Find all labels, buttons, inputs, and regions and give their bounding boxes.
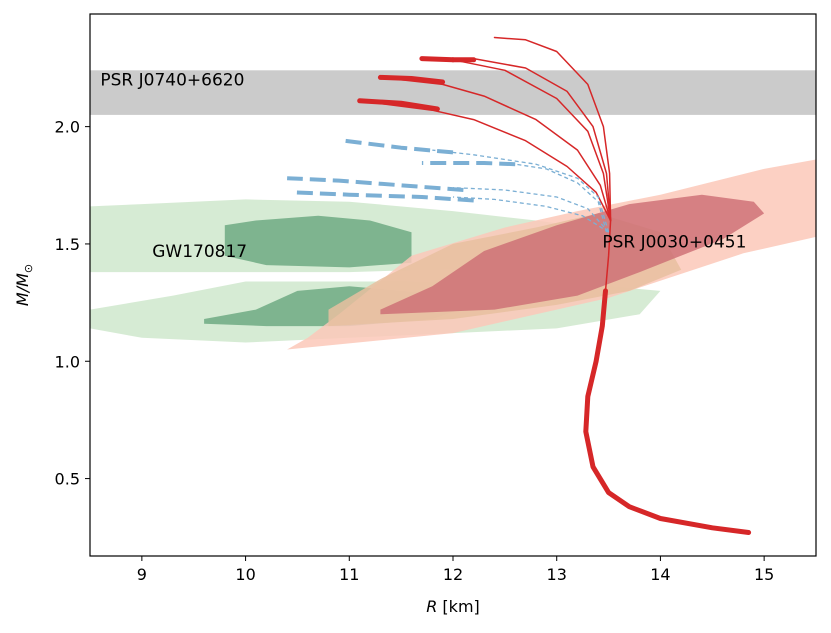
x-axis-unit: [km]: [437, 597, 479, 616]
red-branch-4-thick: [377, 74, 446, 85]
x-axis: 9 10 11 12 13 14 15: [137, 556, 774, 584]
y-tick-label-0: 0.5: [55, 470, 80, 489]
x-tick-label-12: 12: [443, 565, 463, 584]
blue-3-thick: [287, 176, 464, 192]
y-axis-variable: M/M: [13, 273, 32, 306]
red-branch-1-thin: [493, 36, 612, 292]
y-axis-subscript: ⊙: [22, 264, 35, 273]
x-axis-variable: R: [426, 597, 437, 616]
red-branch-3-thick: [419, 56, 456, 63]
x-tick-label-11: 11: [339, 565, 359, 584]
blue-3-thin: [452, 186, 610, 233]
gw-label: GW170817: [152, 242, 247, 262]
regions-layer: [90, 159, 816, 350]
y-tick-label-3: 2.0: [55, 118, 80, 137]
x-axis-label: R [km]: [426, 597, 480, 616]
gw170817-inner-upper: [224, 215, 412, 268]
y-axis: 0.5 1.0 1.5 2.0: [55, 118, 90, 489]
blue-1-thin: [432, 149, 610, 233]
series-layer: [287, 36, 752, 535]
blue-2-thick: [421, 161, 516, 167]
blue-4-thin: [452, 196, 609, 233]
x-tick-label-10: 10: [235, 565, 255, 584]
band-label: PSR J0740+6620: [100, 71, 244, 91]
nicer-inner: [380, 194, 765, 315]
annotations-layer: PSR J0740+6620 GW170817 PSR J0030+0451: [100, 71, 746, 262]
red-branch-5-thin: [358, 100, 612, 222]
red-main-stable: [583, 288, 752, 535]
blue-1-thick: [343, 138, 454, 155]
y-tick-label-2: 1.5: [55, 235, 80, 254]
bands-layer: [90, 70, 816, 115]
blue-4-thick: [292, 190, 474, 203]
y-tick-label-1: 1.0: [55, 352, 80, 371]
red-branch-5-thick: [357, 98, 440, 112]
y-axis-label: M/M⊙: [13, 264, 35, 306]
nicer-label: PSR J0030+0451: [602, 233, 746, 253]
band-0: [90, 70, 816, 115]
x-tick-label-13: 13: [547, 565, 567, 584]
x-tick-label-14: 14: [650, 565, 670, 584]
blue-2-thin: [515, 163, 608, 233]
plot-area: [90, 36, 816, 535]
x-tick-label-9: 9: [137, 565, 147, 584]
x-tick-label-15: 15: [754, 565, 774, 584]
